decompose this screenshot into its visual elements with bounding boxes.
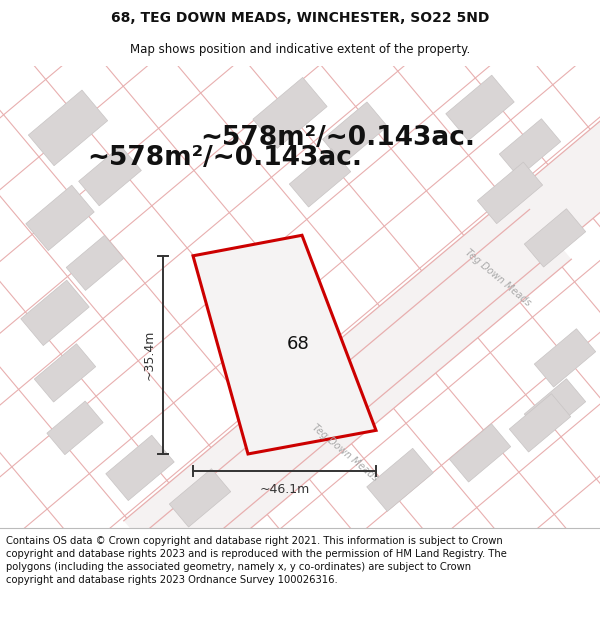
Polygon shape — [79, 146, 142, 206]
Polygon shape — [8, 209, 571, 625]
Text: ~578m²/~0.143ac.: ~578m²/~0.143ac. — [88, 145, 362, 171]
Polygon shape — [289, 149, 351, 207]
Polygon shape — [524, 209, 586, 267]
Text: Contains OS data © Crown copyright and database right 2021. This information is : Contains OS data © Crown copyright and d… — [6, 536, 507, 584]
Polygon shape — [106, 435, 174, 501]
Polygon shape — [509, 394, 571, 452]
Polygon shape — [446, 75, 514, 141]
Polygon shape — [323, 102, 388, 164]
Polygon shape — [26, 185, 94, 251]
Polygon shape — [367, 448, 433, 511]
Polygon shape — [449, 424, 511, 482]
Text: ~46.1m: ~46.1m — [259, 483, 310, 496]
Polygon shape — [253, 78, 327, 148]
Text: Teg Down Meads: Teg Down Meads — [463, 248, 533, 308]
Polygon shape — [524, 379, 586, 437]
Polygon shape — [34, 344, 96, 402]
Polygon shape — [66, 236, 124, 291]
Text: 68: 68 — [286, 335, 309, 353]
Polygon shape — [478, 162, 542, 224]
Text: Map shows position and indicative extent of the property.: Map shows position and indicative extent… — [130, 42, 470, 56]
Polygon shape — [169, 469, 231, 527]
Polygon shape — [124, 19, 600, 574]
Polygon shape — [28, 90, 107, 166]
Text: ~578m²/~0.143ac.: ~578m²/~0.143ac. — [200, 125, 475, 151]
Text: Teg Down Meads: Teg Down Meads — [310, 422, 380, 483]
Polygon shape — [47, 401, 103, 454]
Text: 68, TEG DOWN MEADS, WINCHESTER, SO22 5ND: 68, TEG DOWN MEADS, WINCHESTER, SO22 5ND — [111, 11, 489, 26]
Polygon shape — [499, 119, 561, 177]
Polygon shape — [534, 329, 596, 387]
Text: ~35.4m: ~35.4m — [143, 330, 155, 380]
Polygon shape — [193, 235, 376, 454]
Polygon shape — [21, 280, 89, 346]
